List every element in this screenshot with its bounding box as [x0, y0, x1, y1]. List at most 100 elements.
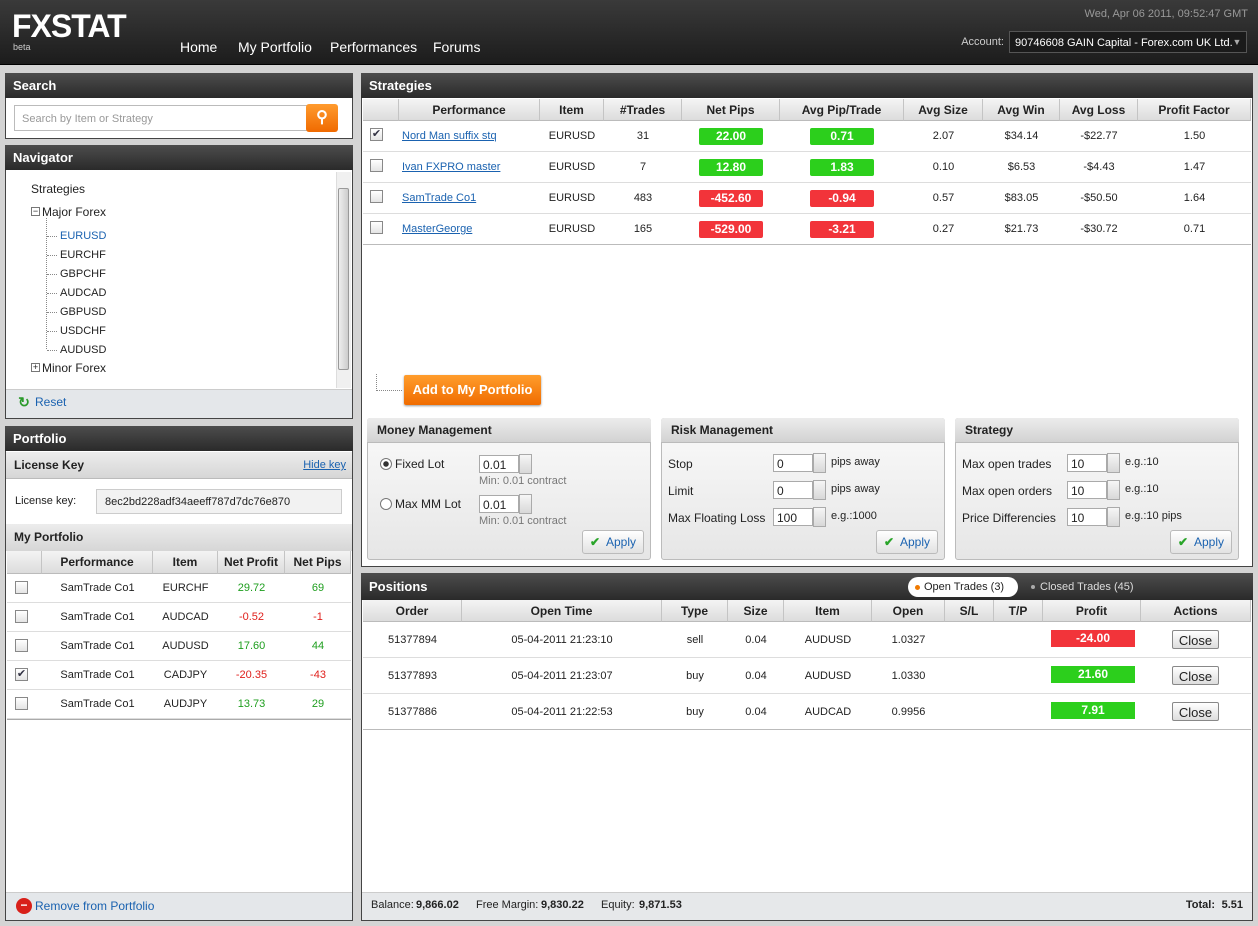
checkbox[interactable]	[15, 610, 28, 623]
cell: 05-04-2011 21:23:07	[511, 670, 613, 682]
apply-label[interactable]: Apply	[900, 535, 931, 549]
table-row	[363, 152, 1251, 183]
tree-item[interactable]: USDCHF	[60, 325, 106, 337]
cell: sell	[686, 634, 704, 646]
tab-active[interactable]: Open Trades (3)	[908, 577, 1018, 597]
add-button[interactable]: Add to My Portfolio	[404, 375, 541, 405]
close-button[interactable]: Close	[1172, 666, 1219, 685]
checkbox[interactable]	[15, 697, 28, 710]
scroll-thumb[interactable]	[338, 188, 349, 370]
tab-dot	[915, 585, 920, 590]
logo: FXSTAT	[12, 8, 127, 44]
remove-link[interactable]: Remove from Portfolio	[35, 899, 155, 913]
datetime: Wed, Apr 06 2011, 09:52:47 GMT	[1084, 8, 1248, 20]
field-suffix: e.g.:10	[1125, 483, 1159, 495]
number-input[interactable]: 10	[1067, 454, 1107, 472]
close-button[interactable]: Close	[1172, 630, 1219, 649]
spinner[interactable]	[813, 480, 826, 500]
search-input[interactable]: Search by Item or Strategy	[14, 105, 308, 131]
tree-item[interactable]: EURUSD	[60, 230, 107, 242]
tree-group[interactable]: Major Forex	[42, 205, 107, 219]
tree-item[interactable]: EURCHF	[60, 249, 106, 261]
hide-key[interactable]: Hide key	[303, 459, 346, 471]
number-input[interactable]: 10	[1067, 481, 1107, 499]
spinner[interactable]	[1107, 453, 1120, 473]
cell: 51377894	[388, 634, 437, 646]
spinner[interactable]	[1107, 507, 1120, 527]
strategy-link[interactable]: Ivan FXPRO master	[402, 161, 501, 173]
cell: SamTrade Co1	[60, 582, 135, 594]
free-margin-value: 9,830.22	[541, 899, 584, 911]
tree-item[interactable]: AUDUSD	[60, 344, 107, 356]
my-portfolio-bar: My Portfolio	[6, 524, 352, 551]
portfolio-table-bottom	[7, 719, 351, 720]
cell: 0.04	[745, 670, 767, 682]
cell: SamTrade Co1	[60, 611, 135, 623]
field-suffix: e.g.:10 pips	[1125, 510, 1182, 522]
nav-link[interactable]: Performances	[330, 39, 418, 55]
account-select[interactable]: 90746608 GAIN Capital - Forex.com UK Ltd…	[1009, 31, 1247, 53]
cell: -43	[310, 669, 326, 681]
tab[interactable]: Closed Trades (45)	[1040, 581, 1134, 593]
col-header: Performance	[399, 99, 540, 121]
number-input[interactable]: 0	[773, 454, 813, 472]
col-header: T/P	[994, 600, 1043, 622]
strategies-table-bottom	[363, 244, 1251, 245]
checkbox[interactable]	[15, 581, 28, 594]
spinner[interactable]	[1107, 480, 1120, 500]
search-button[interactable]: ⚲	[306, 104, 338, 132]
close-button[interactable]: Close	[1172, 702, 1219, 721]
tree-branch	[47, 236, 57, 237]
table-row	[7, 574, 351, 603]
apply-button[interactable]: ✔ Apply	[582, 530, 644, 554]
tree-item[interactable]: AUDCAD	[60, 287, 107, 299]
nav-link[interactable]: Forums	[433, 39, 481, 55]
number-input[interactable]: 0.01	[479, 455, 519, 473]
apply-label[interactable]: Apply	[606, 535, 637, 549]
radio[interactable]	[380, 498, 392, 510]
checkbox[interactable]: ✔	[370, 128, 383, 141]
nav-link[interactable]: My Portfolio	[238, 39, 312, 55]
checkbox[interactable]	[370, 190, 383, 203]
strategy-link[interactable]: Nord Man suffix stq	[402, 130, 497, 142]
nav-link[interactable]: Home	[180, 39, 218, 55]
cell: EURUSD	[548, 161, 596, 173]
tab-dot	[1031, 585, 1035, 589]
tree-item[interactable]: GBPCHF	[60, 268, 106, 280]
checkbox[interactable]: ✔	[15, 668, 28, 681]
apply-check: ✔	[590, 535, 601, 549]
col-header: Profit Factor	[1138, 99, 1251, 121]
dropdown-arrow: ▼	[1232, 37, 1242, 47]
number-input[interactable]: 10	[1067, 508, 1107, 526]
radio[interactable]	[380, 458, 392, 470]
spinner[interactable]	[813, 453, 826, 473]
number-input[interactable]: 0	[773, 481, 813, 499]
cell: 0.04	[745, 706, 767, 718]
cell: $6.53	[1007, 161, 1036, 173]
spinner[interactable]	[519, 454, 532, 474]
number-input[interactable]: 0.01	[479, 495, 519, 513]
table-row	[363, 622, 1251, 658]
checkbox[interactable]	[370, 221, 383, 234]
spinner[interactable]	[813, 507, 826, 527]
table-row	[363, 121, 1251, 152]
cell: buy	[686, 706, 704, 718]
license-key: 8ec2bd228adf34aeeff787d7dc76e870	[96, 489, 342, 514]
number-input[interactable]: 100	[773, 508, 813, 526]
col-header: Item	[784, 600, 872, 622]
field-label: Max MM Lot	[395, 497, 462, 511]
tree-item[interactable]: GBPUSD	[60, 306, 107, 318]
apply-button[interactable]: ✔ Apply	[876, 530, 938, 554]
strategy-link[interactable]: MasterGeorge	[402, 223, 473, 235]
checkbox[interactable]	[370, 159, 383, 172]
checkbox[interactable]	[15, 639, 28, 652]
apply-button[interactable]: ✔ Apply	[1170, 530, 1232, 554]
cell: SamTrade Co1	[60, 640, 135, 652]
tree-toggle: +	[31, 362, 40, 372]
strategy-link[interactable]: SamTrade Co1	[402, 192, 477, 204]
reset-link[interactable]: Reset	[35, 395, 67, 409]
tree-group[interactable]: Minor Forex	[42, 361, 107, 375]
apply-label[interactable]: Apply	[1194, 535, 1225, 549]
spinner[interactable]	[519, 494, 532, 514]
